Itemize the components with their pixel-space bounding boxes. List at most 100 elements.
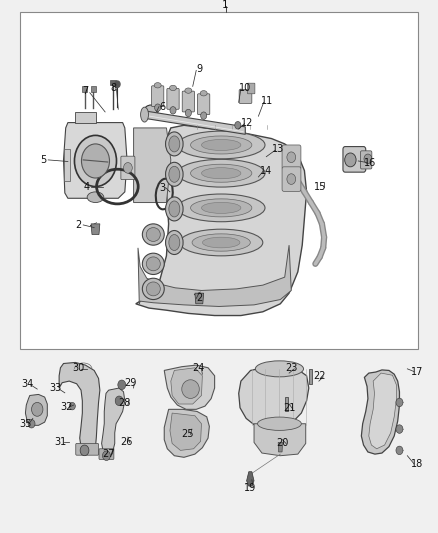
Circle shape (170, 107, 176, 114)
Polygon shape (195, 293, 204, 304)
Ellipse shape (191, 136, 252, 154)
Bar (285, 397, 288, 411)
Text: 26: 26 (120, 438, 132, 447)
FancyBboxPatch shape (182, 91, 194, 112)
FancyBboxPatch shape (360, 151, 372, 169)
FancyBboxPatch shape (121, 156, 135, 180)
Circle shape (396, 398, 403, 407)
Polygon shape (59, 362, 100, 450)
Polygon shape (102, 388, 125, 454)
Text: 35: 35 (19, 419, 32, 429)
Text: 22: 22 (314, 371, 326, 381)
Polygon shape (247, 472, 254, 486)
Circle shape (74, 135, 117, 187)
FancyBboxPatch shape (239, 90, 252, 103)
Polygon shape (239, 367, 309, 429)
Text: 27: 27 (102, 449, 115, 459)
Bar (82, 86, 87, 92)
Text: 15: 15 (314, 182, 326, 191)
Circle shape (115, 396, 123, 406)
Ellipse shape (182, 379, 199, 399)
Ellipse shape (202, 237, 240, 248)
Ellipse shape (142, 224, 164, 245)
Ellipse shape (166, 162, 183, 187)
Text: 30: 30 (72, 363, 84, 373)
Text: 14: 14 (260, 166, 272, 175)
Circle shape (396, 425, 403, 433)
Ellipse shape (258, 417, 301, 431)
Ellipse shape (255, 361, 304, 377)
Text: 12: 12 (241, 118, 254, 127)
Polygon shape (134, 128, 171, 203)
Text: 31: 31 (54, 438, 67, 447)
Text: 28: 28 (118, 399, 131, 408)
Polygon shape (145, 111, 245, 134)
FancyBboxPatch shape (282, 167, 301, 191)
Text: 11: 11 (261, 96, 273, 106)
FancyBboxPatch shape (247, 83, 255, 94)
Polygon shape (138, 245, 291, 306)
Ellipse shape (146, 282, 160, 296)
Ellipse shape (192, 234, 251, 251)
Ellipse shape (166, 230, 183, 255)
Ellipse shape (166, 197, 183, 221)
Circle shape (32, 402, 43, 416)
FancyBboxPatch shape (198, 94, 210, 115)
Ellipse shape (177, 131, 265, 159)
Bar (309, 369, 312, 384)
Circle shape (124, 163, 132, 173)
Circle shape (118, 380, 126, 390)
Polygon shape (91, 224, 100, 235)
Bar (110, 80, 116, 85)
Text: 25: 25 (181, 430, 193, 439)
Circle shape (201, 112, 207, 119)
Polygon shape (164, 409, 209, 457)
Polygon shape (136, 125, 307, 316)
Circle shape (115, 81, 120, 87)
Circle shape (345, 153, 356, 167)
Polygon shape (164, 365, 215, 409)
Circle shape (235, 122, 241, 129)
Polygon shape (170, 413, 201, 450)
Text: 19: 19 (244, 483, 256, 492)
Circle shape (102, 451, 110, 461)
Ellipse shape (180, 229, 263, 256)
Circle shape (364, 154, 372, 164)
Text: 34: 34 (21, 379, 33, 389)
Text: 3: 3 (159, 183, 165, 192)
FancyBboxPatch shape (167, 88, 179, 109)
Polygon shape (64, 123, 127, 198)
Ellipse shape (169, 166, 180, 182)
Text: 13: 13 (272, 144, 284, 154)
Text: 2: 2 (76, 220, 82, 230)
Text: 9: 9 (196, 64, 202, 74)
Bar (20, 12, 418, 349)
Text: 16: 16 (364, 158, 376, 167)
Ellipse shape (141, 107, 148, 122)
FancyBboxPatch shape (343, 147, 366, 172)
Text: 1: 1 (222, 1, 229, 10)
Text: 17: 17 (411, 367, 423, 376)
Polygon shape (278, 442, 283, 452)
Ellipse shape (191, 164, 252, 182)
Ellipse shape (169, 136, 180, 152)
Ellipse shape (146, 257, 160, 271)
Text: 24: 24 (192, 363, 204, 373)
Polygon shape (75, 112, 96, 123)
Polygon shape (64, 149, 70, 181)
Circle shape (69, 402, 75, 410)
Text: 32: 32 (60, 402, 73, 411)
Polygon shape (25, 394, 47, 425)
Circle shape (287, 152, 296, 163)
Ellipse shape (166, 132, 183, 156)
Circle shape (185, 109, 191, 117)
Bar (91, 86, 96, 92)
Ellipse shape (200, 91, 207, 96)
FancyBboxPatch shape (152, 86, 164, 107)
Text: 18: 18 (411, 459, 423, 469)
Ellipse shape (142, 278, 164, 300)
Text: 33: 33 (49, 383, 62, 393)
Ellipse shape (144, 105, 158, 117)
Text: 4: 4 (84, 182, 90, 191)
Polygon shape (361, 370, 399, 454)
